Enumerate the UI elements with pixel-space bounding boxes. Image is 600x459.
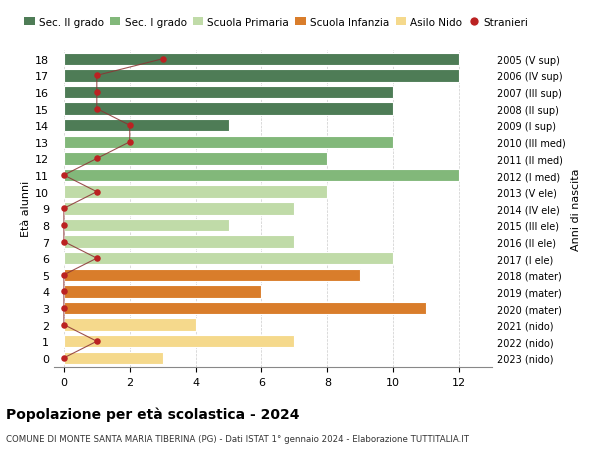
Point bbox=[92, 73, 101, 80]
Point bbox=[59, 238, 68, 246]
Point bbox=[59, 354, 68, 362]
Point bbox=[59, 272, 68, 279]
Point bbox=[92, 338, 101, 345]
Bar bbox=[64, 169, 459, 182]
Text: Popolazione per età scolastica - 2024: Popolazione per età scolastica - 2024 bbox=[6, 406, 299, 421]
Bar bbox=[64, 269, 360, 281]
Bar bbox=[64, 153, 328, 165]
Legend: Sec. II grado, Sec. I grado, Scuola Primaria, Scuola Infanzia, Asilo Nido, Stran: Sec. II grado, Sec. I grado, Scuola Prim… bbox=[24, 18, 528, 28]
Bar bbox=[64, 352, 163, 364]
Bar bbox=[64, 335, 295, 348]
Point bbox=[59, 205, 68, 213]
Bar bbox=[64, 136, 393, 149]
Point bbox=[59, 222, 68, 229]
Bar bbox=[64, 70, 459, 83]
Bar bbox=[64, 53, 459, 66]
Bar bbox=[64, 120, 229, 132]
Point bbox=[59, 172, 68, 179]
Bar bbox=[64, 219, 229, 232]
Bar bbox=[64, 236, 295, 248]
Point bbox=[92, 89, 101, 96]
Point bbox=[158, 56, 167, 63]
Bar bbox=[64, 87, 393, 99]
Point bbox=[59, 305, 68, 312]
Y-axis label: Anni di nascita: Anni di nascita bbox=[571, 168, 581, 250]
Point bbox=[59, 321, 68, 329]
Bar bbox=[64, 252, 393, 265]
Bar bbox=[64, 319, 196, 331]
Point bbox=[59, 288, 68, 296]
Bar bbox=[64, 302, 426, 314]
Bar bbox=[64, 186, 328, 198]
Y-axis label: Età alunni: Età alunni bbox=[21, 181, 31, 237]
Bar bbox=[64, 285, 262, 298]
Point bbox=[125, 139, 134, 146]
Point bbox=[92, 255, 101, 262]
Point bbox=[92, 189, 101, 196]
Text: COMUNE DI MONTE SANTA MARIA TIBERINA (PG) - Dati ISTAT 1° gennaio 2024 - Elabora: COMUNE DI MONTE SANTA MARIA TIBERINA (PG… bbox=[6, 434, 469, 443]
Bar bbox=[64, 202, 295, 215]
Bar bbox=[64, 103, 393, 116]
Point bbox=[92, 156, 101, 163]
Point bbox=[125, 122, 134, 129]
Point bbox=[92, 106, 101, 113]
